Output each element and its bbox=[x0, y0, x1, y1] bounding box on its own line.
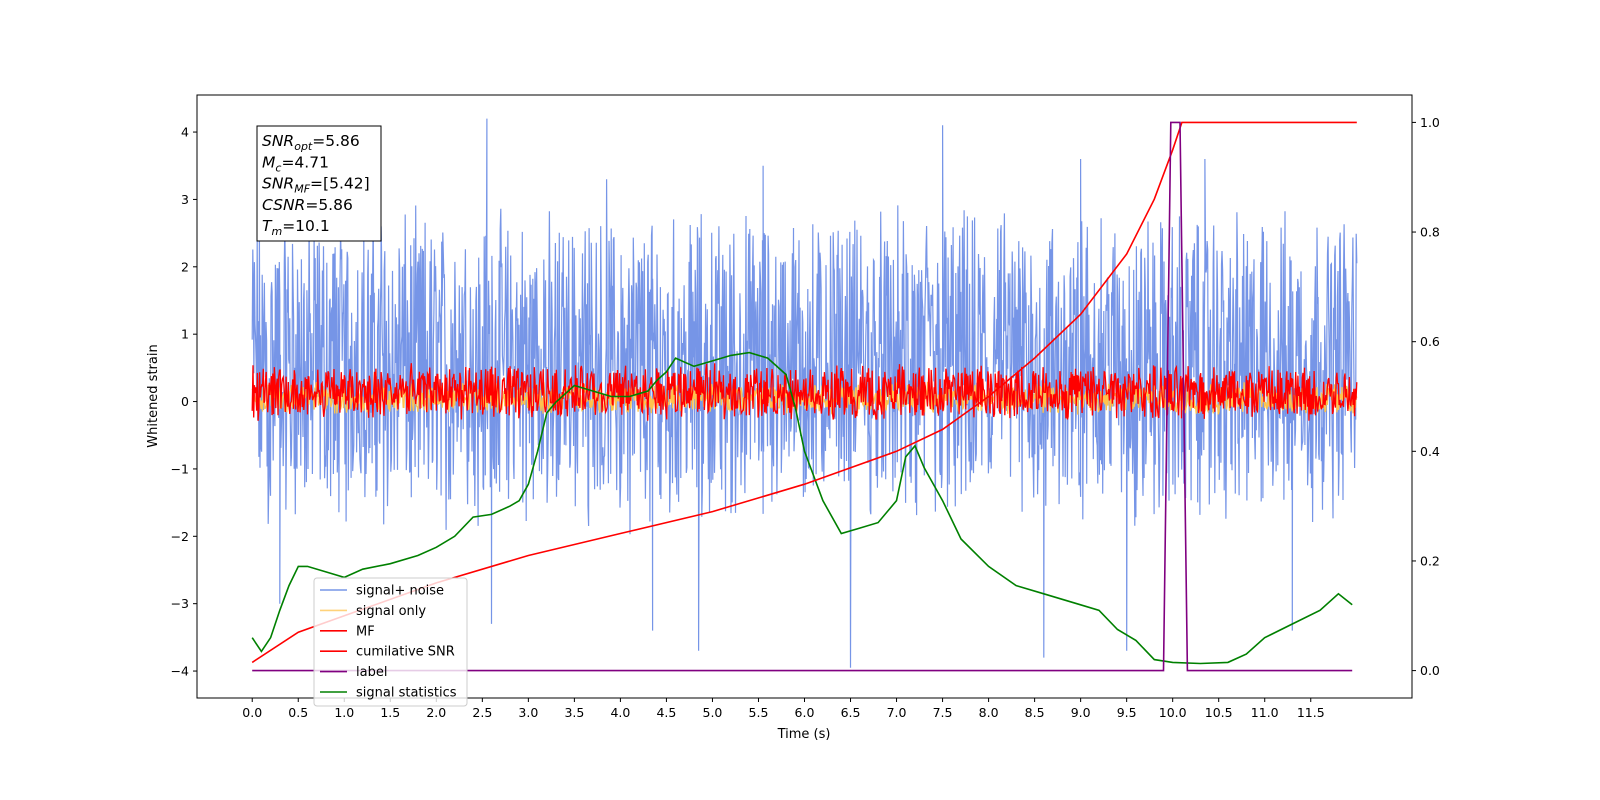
legend-item: label bbox=[320, 665, 387, 680]
x-tick-label: 11.0 bbox=[1251, 705, 1279, 720]
x-tick-label: 3.5 bbox=[564, 705, 584, 720]
y-axis-left: −4 −3 −2 −1 0 1 2 3 4 bbox=[171, 125, 197, 679]
legend-label: cumilative SNR bbox=[356, 645, 455, 660]
legend-item: MF bbox=[320, 624, 375, 639]
annotation-line: CSNR=5.86 bbox=[262, 196, 353, 214]
legend-label: signal statistics bbox=[356, 686, 457, 701]
x-tick-label: 1.5 bbox=[380, 705, 400, 720]
x-axis: 0.0 0.5 1.0 1.5 2.0 2.5 3.0 3.5 4.0 4.5 5.0 5.5 6.0 6… bbox=[242, 698, 1325, 720]
x-tick-label: 9.0 bbox=[1071, 705, 1091, 720]
y-tick-label-right: 0.0 bbox=[1420, 663, 1440, 678]
y-tick-label-left: 4 bbox=[181, 125, 189, 140]
x-tick-label: 5.0 bbox=[703, 705, 723, 720]
y-tick-label-left: −1 bbox=[171, 461, 189, 476]
y-axis-label-left: Whitened strain bbox=[146, 344, 161, 447]
legend-item: cumilative SNR bbox=[320, 645, 455, 660]
annotation-frame bbox=[256, 125, 382, 242]
series-line bbox=[251, 363, 1358, 421]
x-tick-label: 10.5 bbox=[1205, 705, 1233, 720]
y-tick-label-right: 1.0 bbox=[1420, 115, 1440, 130]
y-tick-label-right: 0.6 bbox=[1420, 334, 1440, 349]
annotation-line: SNRopt=5.86 bbox=[262, 132, 360, 153]
y-tick-label-left: −2 bbox=[171, 529, 189, 544]
legend-label: signal+ noise bbox=[356, 584, 444, 599]
x-tick-label: 6.0 bbox=[795, 705, 815, 720]
y-axis-right: 0.0 0.2 0.4 0.6 0.8 1.0 bbox=[1412, 115, 1440, 678]
series-label bbox=[252, 121, 1353, 672]
x-tick-label: 0.5 bbox=[288, 705, 308, 720]
x-tick-label: 7.5 bbox=[933, 705, 953, 720]
x-tick-label: 3.0 bbox=[518, 705, 538, 720]
y-tick-label-left: 1 bbox=[181, 327, 189, 342]
x-tick-label: 8.5 bbox=[1025, 705, 1045, 720]
annotation-line: SNRMF=[5.42] bbox=[262, 175, 370, 196]
legend-item: signal only bbox=[320, 604, 426, 619]
series-line bbox=[251, 351, 1353, 665]
series-signal-statistics bbox=[251, 351, 1353, 665]
legend-item: signal statistics bbox=[320, 686, 457, 701]
legend-label: label bbox=[356, 665, 387, 680]
y-tick-label-left: 0 bbox=[181, 394, 189, 409]
y-tick-label-left: 2 bbox=[181, 259, 189, 274]
legend-label: MF bbox=[356, 624, 375, 639]
x-tick-label: 10.0 bbox=[1159, 705, 1187, 720]
x-tick-label: 5.5 bbox=[749, 705, 769, 720]
y-tick-label-left: −4 bbox=[171, 664, 189, 679]
x-tick-label: 2.0 bbox=[426, 705, 446, 720]
x-tick-label: 4.0 bbox=[610, 705, 630, 720]
x-tick-label: 1.0 bbox=[334, 705, 354, 720]
x-tick-label: 7.0 bbox=[887, 705, 907, 720]
x-tick-label: 11.5 bbox=[1297, 705, 1325, 720]
x-tick-label: 4.5 bbox=[656, 705, 676, 720]
y-tick-label-right: 0.8 bbox=[1420, 225, 1440, 240]
annotation-line: Mc=4.71 bbox=[262, 153, 329, 174]
x-tick-label: 9.5 bbox=[1117, 705, 1137, 720]
legend-item: signal+ noise bbox=[320, 584, 444, 599]
legend-frame bbox=[313, 577, 468, 707]
y-tick-label-right: 0.4 bbox=[1420, 444, 1440, 459]
x-tick-label: 8.0 bbox=[979, 705, 999, 720]
series-line bbox=[251, 118, 1358, 668]
legend: signal+ noise signal only MF cumilative SNR… bbox=[313, 577, 468, 707]
x-tick-label: 2.5 bbox=[472, 705, 492, 720]
x-tick-label: 0.0 bbox=[242, 705, 262, 720]
series-signal-noise bbox=[251, 118, 1358, 668]
series-line bbox=[252, 121, 1353, 672]
series-mf bbox=[251, 363, 1358, 421]
x-tick-label: 6.5 bbox=[841, 705, 861, 720]
y-tick-label-left: −3 bbox=[171, 596, 189, 611]
y-tick-label-left: 3 bbox=[181, 192, 189, 207]
annotation-line: Tm=10.1 bbox=[262, 217, 330, 238]
legend-label: signal only bbox=[356, 604, 426, 619]
plot-series-layer bbox=[251, 118, 1358, 672]
x-axis-label: Time (s) bbox=[777, 727, 831, 742]
y-tick-label-right: 0.2 bbox=[1420, 553, 1440, 568]
